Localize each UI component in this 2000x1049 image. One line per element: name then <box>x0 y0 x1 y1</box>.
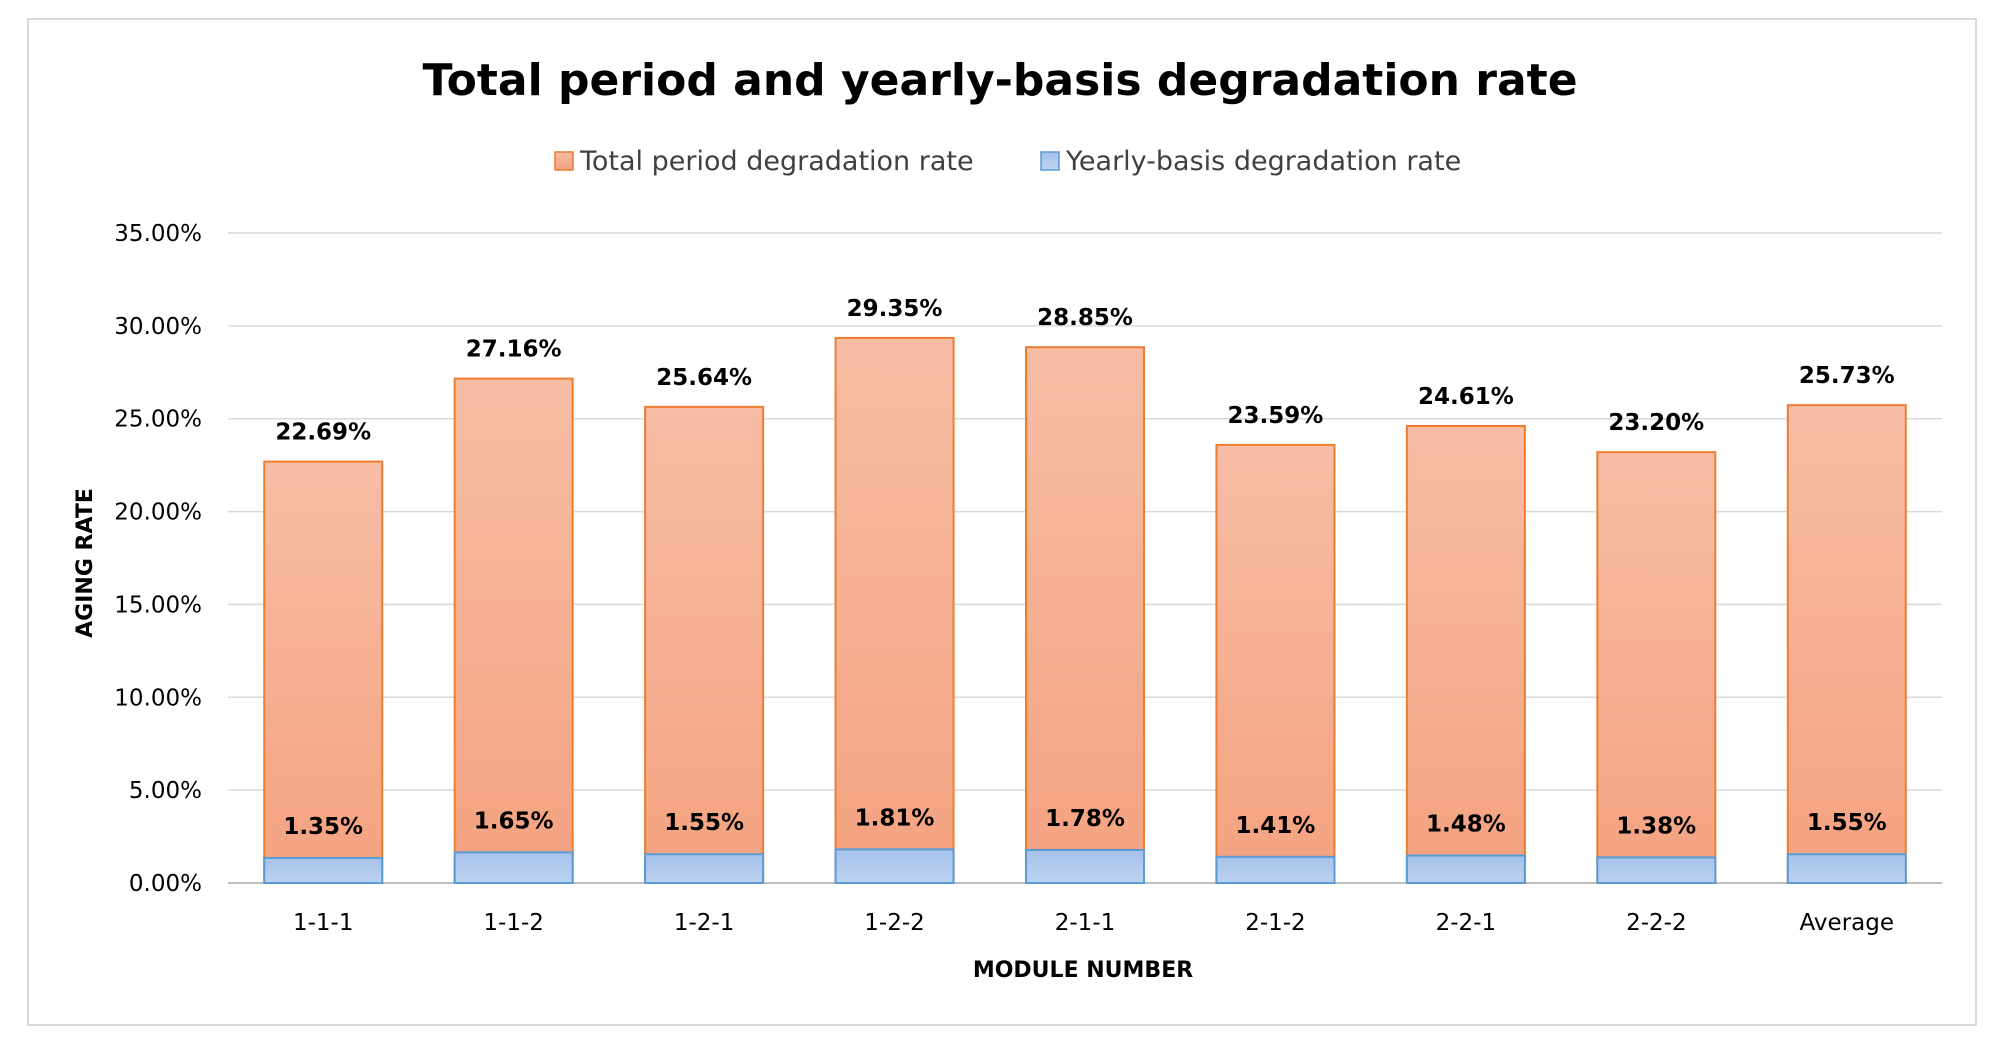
data-labels-yearly: 1.35% 1.65% 1.55% 1.81% 1.78% 1.41% 1.48% 1.38%… <box>283 805 1886 840</box>
bars-yearly-series <box>263 848 1907 885</box>
legend: Total period degradation rate Yearly-bas… <box>554 146 1461 177</box>
data-label-total: 27.16% <box>466 337 562 363</box>
y-tick-label: 20.00% <box>114 500 202 526</box>
bar-total <box>1786 404 1907 884</box>
chart-title: Total period and yearly-basis degradatio… <box>422 55 1577 106</box>
x-tick-label: 2-2-2 <box>1626 910 1687 936</box>
bar-yearly <box>1786 853 1907 885</box>
y-axis-title: AGING RATE <box>73 488 98 638</box>
legend-label-total: Total period degradation rate <box>579 146 974 177</box>
data-label-yearly: 1.65% <box>474 808 554 834</box>
data-label-total: 24.61% <box>1418 384 1514 410</box>
x-axis-ticks: 1-1-1 1-1-2 1-2-1 1-2-2 2-1-1 2-1-2 2-2-1 2-2-2… <box>293 910 1894 936</box>
bar-total <box>644 405 765 884</box>
data-label-yearly: 1.41% <box>1236 813 1316 839</box>
data-label-total: 23.20% <box>1608 410 1704 436</box>
bar-yearly <box>1405 854 1526 884</box>
legend-label-yearly: Yearly-basis degradation rate <box>1065 146 1461 177</box>
bar-total <box>834 336 955 884</box>
bar-total <box>263 460 384 884</box>
y-tick-label: 35.00% <box>114 221 202 247</box>
x-tick-label: 1-1-1 <box>293 910 354 936</box>
x-tick-label: Average <box>1800 910 1894 936</box>
data-label-yearly: 1.55% <box>1807 810 1887 836</box>
y-tick-label: 5.00% <box>129 778 202 804</box>
data-label-total: 23.59% <box>1228 403 1324 429</box>
y-tick-label: 10.00% <box>114 685 202 711</box>
data-label-yearly: 1.81% <box>855 805 935 831</box>
x-tick-label: 1-2-1 <box>674 910 735 936</box>
bar-total <box>1025 346 1145 884</box>
data-label-yearly: 1.48% <box>1426 812 1506 838</box>
data-labels-total: 22.69% 27.16% 25.64% 29.35% 28.85% 23.59% 24.6… <box>275 296 1894 446</box>
data-label-total: 22.69% <box>275 420 371 446</box>
bar-yearly <box>263 856 384 885</box>
bar-yearly <box>1025 848 1145 885</box>
bar-total <box>453 377 574 884</box>
bar-total <box>1405 424 1526 884</box>
data-label-yearly: 1.78% <box>1045 806 1125 832</box>
bar-yearly <box>644 853 765 885</box>
y-tick-label: 30.00% <box>114 314 202 340</box>
y-axis-ticks: 0.00% 5.00% 10.00% 15.00% 20.00% 25.00% 30.00%… <box>114 221 202 897</box>
x-tick-label: 1-2-2 <box>864 910 925 936</box>
x-tick-label: 2-2-1 <box>1436 910 1497 936</box>
data-label-total: 25.64% <box>656 365 752 391</box>
x-tick-label: 2-1-1 <box>1055 910 1116 936</box>
y-tick-label: 0.00% <box>129 871 202 897</box>
y-tick-label: 25.00% <box>114 407 202 433</box>
bar-yearly <box>453 851 574 884</box>
legend-swatch-total <box>554 151 574 171</box>
data-label-yearly: 1.38% <box>1616 813 1696 839</box>
data-label-yearly: 1.55% <box>664 810 744 836</box>
data-label-total: 25.73% <box>1799 363 1895 389</box>
bar-yearly <box>1596 856 1717 884</box>
data-label-total: 29.35% <box>847 296 943 322</box>
x-axis-title: MODULE NUMBER <box>973 958 1193 983</box>
bar-yearly <box>1215 855 1336 884</box>
y-tick-label: 15.00% <box>114 592 202 618</box>
x-tick-label: 2-1-2 <box>1245 910 1306 936</box>
data-label-total: 28.85% <box>1037 305 1133 331</box>
bars-total-series <box>263 336 1907 884</box>
bar-yearly <box>834 848 955 885</box>
legend-swatch-yearly <box>1040 151 1060 171</box>
data-label-yearly: 1.35% <box>283 814 363 840</box>
x-tick-label: 1-1-2 <box>483 910 544 936</box>
bar-total <box>1215 443 1336 884</box>
